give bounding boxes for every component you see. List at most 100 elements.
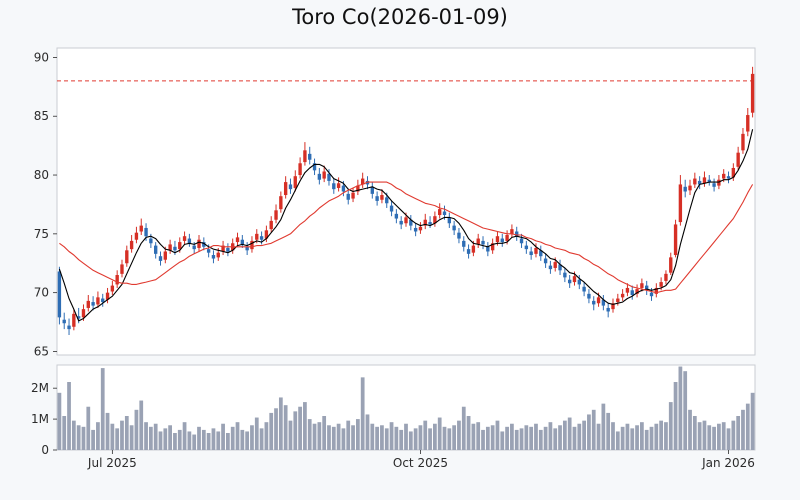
candles (57, 66, 755, 336)
candle-body (240, 239, 245, 245)
candle-body (635, 289, 639, 294)
candle-body (712, 183, 716, 187)
candle-body (693, 178, 697, 185)
volume-bar (649, 426, 654, 450)
volume-bar (298, 406, 302, 450)
candle-body (115, 275, 119, 285)
volume-bar (250, 425, 254, 450)
candle-body (746, 115, 750, 132)
candle-body (91, 302, 95, 306)
volume-bar (659, 420, 664, 450)
volume-bar (129, 425, 134, 450)
volume-bar (153, 423, 158, 450)
candle-body (211, 255, 216, 259)
volume-bar (558, 425, 562, 450)
candle-body (125, 250, 129, 264)
volume-bar (683, 371, 688, 450)
price-tick-label: 85 (34, 109, 49, 123)
price-tick-label: 90 (34, 50, 49, 64)
candle-body (264, 230, 269, 239)
candle-body (76, 316, 81, 319)
volume-bar (524, 425, 529, 450)
volume-bar (447, 428, 452, 450)
candle-body (322, 171, 326, 179)
volume-bar (307, 419, 312, 450)
volume-bar (543, 426, 548, 450)
volume-bar (317, 422, 322, 450)
candle-body (81, 309, 86, 318)
volume-bar (712, 426, 716, 450)
candle-body (620, 293, 625, 298)
candle-body (168, 244, 172, 251)
volume-bar (389, 422, 394, 450)
volume-bar (750, 392, 755, 450)
volume-bar (510, 423, 514, 450)
volume-axis: 0 1M 2M (31, 381, 57, 457)
candle-body (654, 287, 659, 294)
volume-bar (620, 426, 625, 450)
volume-bar (360, 377, 365, 450)
candle-body (649, 292, 654, 297)
volume-bar (245, 431, 250, 450)
candle-body (539, 250, 543, 257)
volume-bar (91, 429, 95, 450)
candle-body (336, 183, 341, 188)
volume-bar (322, 416, 327, 450)
volume-bar (365, 414, 370, 450)
volume-bar (534, 423, 538, 450)
volume-bar (158, 431, 163, 450)
chart-title: Toro Co(2026-01-09) (292, 5, 508, 29)
candle-body (308, 153, 312, 160)
candle-body (500, 238, 504, 243)
candle-body (327, 173, 331, 181)
candle-body (197, 239, 201, 248)
volume-bar (639, 422, 644, 450)
volume-bar (331, 426, 336, 450)
candle-body (707, 179, 711, 183)
candle-body (731, 167, 736, 178)
candle-body (567, 279, 572, 284)
volume-bar (67, 382, 71, 450)
candle-body (524, 245, 529, 250)
candle-body (134, 232, 139, 240)
volume-bar (269, 412, 274, 450)
volume-bar (264, 422, 269, 450)
candle-body (577, 279, 581, 285)
candle-body (630, 290, 634, 296)
volume-bar (288, 420, 293, 450)
price-tick-label: 65 (34, 344, 49, 358)
volume-bar (384, 428, 389, 450)
candle-body (341, 185, 346, 192)
volume-bar (596, 423, 601, 450)
volume-bar (548, 422, 553, 450)
volume-bar (692, 416, 697, 450)
volume-bar (731, 420, 736, 450)
volume-bar (606, 412, 611, 450)
price-tick-label: 80 (34, 168, 49, 182)
candle-body (413, 227, 418, 232)
volume-bar (351, 425, 355, 450)
candle-body (616, 298, 620, 303)
candle-body (596, 297, 601, 304)
ma-fast-line (58, 129, 754, 322)
candle-body (269, 220, 273, 230)
candle-body (192, 245, 196, 250)
volume-bar (437, 417, 442, 450)
volume-bar (562, 420, 567, 450)
candle-body (673, 224, 678, 256)
volume-bar (495, 420, 500, 450)
candle-body (688, 185, 692, 191)
candle-body (163, 251, 167, 260)
candle-body (303, 150, 307, 163)
candle-body (86, 300, 90, 308)
candle-body (110, 285, 115, 292)
candle-body (486, 246, 490, 252)
volume-bar (120, 420, 124, 450)
candle-body (245, 246, 249, 251)
candle-body (722, 173, 726, 179)
candle-body (697, 180, 702, 185)
volume-bar (216, 431, 221, 450)
candle-body (476, 238, 480, 245)
candle-body (606, 307, 610, 312)
